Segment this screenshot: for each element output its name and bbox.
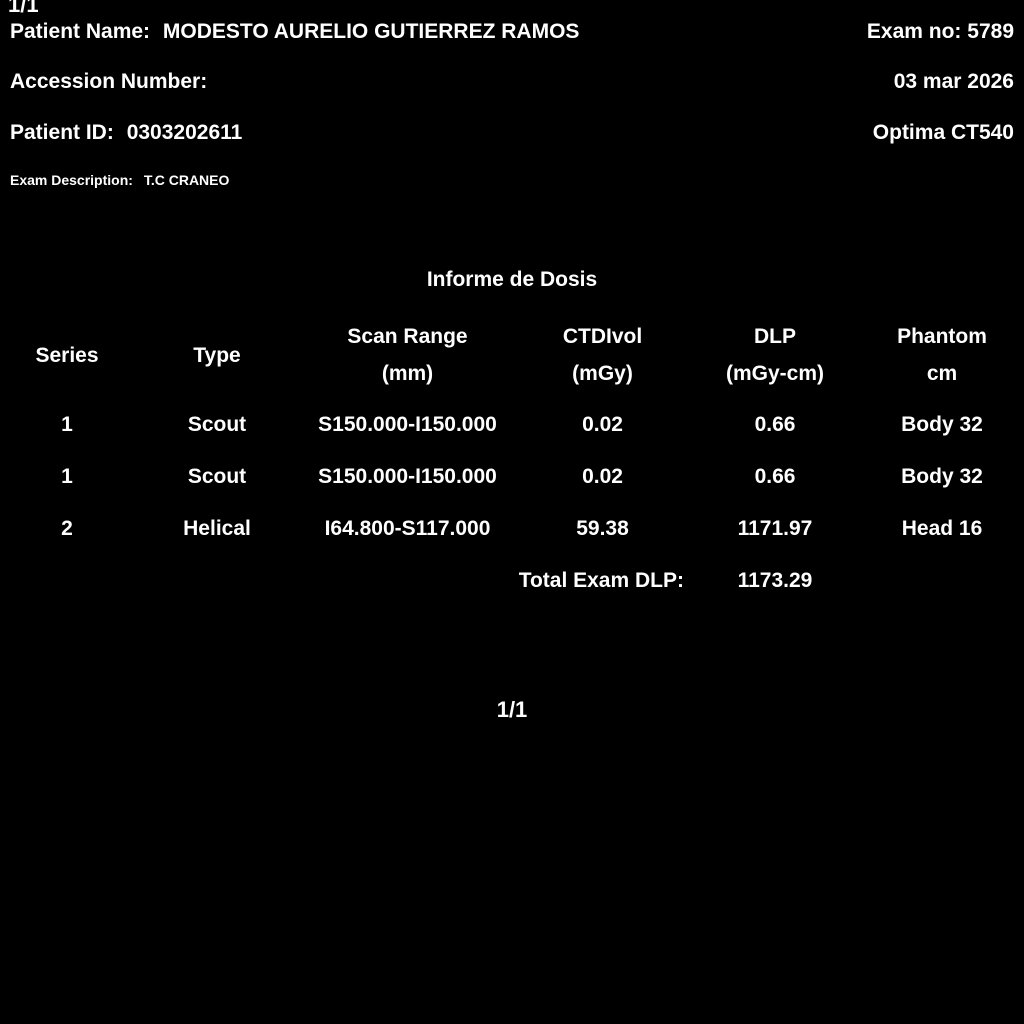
header-row-3: Patient ID: 0303202611 Optima CT540 (10, 121, 1014, 145)
column-header-line: CTDIvol (562, 325, 643, 348)
accession-number: Accession Number: (10, 70, 214, 94)
cell-ctdivol: 59.38 (576, 517, 629, 540)
column-header-line: (mm) (381, 362, 434, 385)
patient-id-value: 0303202611 (126, 121, 243, 144)
exam-no: Exam no: 5789 (867, 20, 1014, 44)
column-header-series: Series (0, 318, 134, 392)
dose-table-header: Series Type Scan Range (mm) CTDIvol (mGy… (0, 318, 1024, 392)
cell-ctdivol: 0.02 (582, 413, 623, 436)
exam-no-value: 5789 (967, 20, 1014, 43)
empty-cell (860, 555, 1024, 607)
column-header-line: (mGy) (572, 362, 633, 385)
column-header-line: Type (193, 343, 241, 367)
column-header-line: Series (35, 343, 99, 367)
page-indicator-bottom: 1/1 (496, 697, 528, 722)
exam-description: Exam Description: T.C CRANEO (10, 172, 229, 189)
dose-table-body: 1 Scout S150.000-I150.000 0.02 0.66 Body… (0, 399, 1024, 607)
column-header-line: cm (926, 362, 958, 385)
cell-ctdivol: 0.02 (582, 465, 623, 488)
column-header-line: DLP (754, 325, 796, 348)
cell-scan-range: S150.000-I150.000 (318, 465, 497, 488)
exam-no-label: Exam no: (866, 20, 962, 43)
cell-dlp: 0.66 (754, 465, 796, 488)
exam-date: 03 mar 2026 (893, 70, 1014, 93)
exam-description-label: Exam Description: (10, 172, 133, 188)
column-header-phantom: Phantom cm (860, 318, 1024, 392)
patient-id: Patient ID: 0303202611 (10, 121, 242, 145)
patient-name-value: MODESTO AURELIO GUTIERREZ RAMOS (162, 20, 580, 43)
cell-phantom: Body 32 (901, 413, 983, 436)
page-indicator-top: 1/1 (8, 0, 39, 17)
cell-series: 2 (61, 517, 73, 540)
cell-dlp: 1171.97 (737, 517, 813, 540)
patient-id-label: Patient ID: (10, 121, 114, 144)
scanner-model: Optima CT540 (872, 121, 1014, 144)
accession-label: Accession Number: (10, 70, 208, 93)
patient-name-label: Patient Name: (10, 20, 151, 43)
cell-series: 1 (61, 413, 73, 436)
column-header-type: Type (134, 318, 300, 392)
exam-description-value: T.C CRANEO (143, 172, 230, 188)
column-header-ctdivol: CTDIvol (mGy) (515, 318, 690, 392)
cell-type: Helical (183, 517, 251, 540)
cell-dlp: 0.66 (754, 413, 796, 436)
header-row-1: Patient Name: MODESTO AURELIO GUTIERREZ … (10, 20, 1014, 44)
cell-type: Scout (187, 413, 247, 436)
column-header-line: (mGy-cm) (725, 362, 825, 385)
patient-name: Patient Name: MODESTO AURELIO GUTIERREZ … (10, 20, 579, 44)
cell-series: 1 (61, 465, 73, 488)
column-header-line: Phantom (897, 325, 987, 348)
cell-phantom: Head 16 (901, 517, 983, 540)
cell-phantom: Body 32 (901, 465, 983, 488)
column-header-scan-range: Scan Range (mm) (300, 318, 515, 392)
cell-scan-range: S150.000-I150.000 (318, 413, 497, 436)
header-row-4: Exam Description: T.C CRANEO (10, 172, 1014, 189)
header-row-2: Accession Number: 03 mar 2026 (10, 70, 1014, 94)
total-exam-dlp-value: 1173.29 (737, 569, 813, 592)
report-title: Informe de Dosis (426, 268, 598, 291)
cell-type: Scout (187, 465, 247, 488)
column-header-line: Scan Range (347, 325, 468, 348)
column-header-dlp: DLP (mGy-cm) (690, 318, 860, 392)
total-exam-dlp-label: Total Exam DLP: (518, 569, 684, 592)
cell-scan-range: I64.800-S117.000 (324, 517, 491, 540)
